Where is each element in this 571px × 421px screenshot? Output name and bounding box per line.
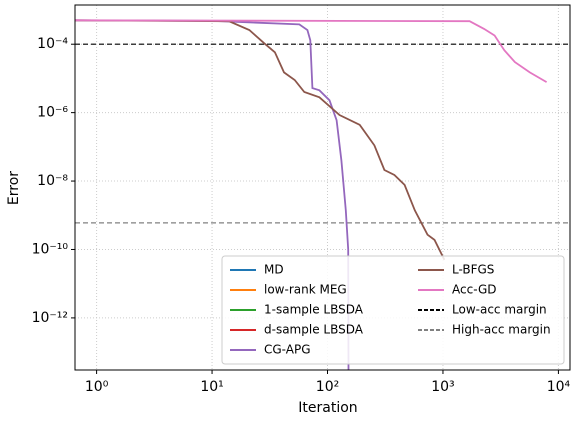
- x-axis-label: Iteration: [298, 400, 357, 416]
- y-tick-label: 10⁻⁴: [37, 36, 68, 52]
- series-line: [75, 19, 350, 370]
- legend-label: 1-sample LBSDA: [264, 303, 364, 317]
- plot: [75, 19, 570, 370]
- legend-label: MD: [264, 263, 284, 277]
- y-tick-label: 10⁻⁸: [37, 173, 68, 189]
- legend-label: Low-acc margin: [452, 303, 547, 317]
- legend-label: High-acc margin: [452, 323, 551, 337]
- x-tick-label: 10²: [316, 379, 339, 395]
- legend-label: d-sample LBSDA: [264, 323, 364, 337]
- x-tick-label: 10³: [431, 379, 454, 395]
- x-tick-label: 10⁰: [85, 379, 109, 395]
- series-line: [75, 19, 548, 83]
- series-line: [75, 19, 446, 261]
- y-axis-label: Error: [6, 171, 22, 205]
- legend: [221, 255, 565, 365]
- legend-label: L-BFGS: [452, 263, 494, 277]
- legend-label: low-rank MEG: [264, 283, 347, 297]
- x-tick-label: 10⁴: [547, 379, 571, 395]
- legend-label: CG-APG: [264, 343, 311, 357]
- y-tick-label: 10⁻⁶: [37, 105, 68, 121]
- y-tick-label: 10⁻¹⁰: [32, 241, 69, 257]
- x-tick-label: 10¹: [200, 379, 223, 395]
- legend-label: Acc-GD: [452, 283, 497, 297]
- y-tick-label: 10⁻¹²: [32, 310, 68, 326]
- plot-frame: [74, 4, 571, 371]
